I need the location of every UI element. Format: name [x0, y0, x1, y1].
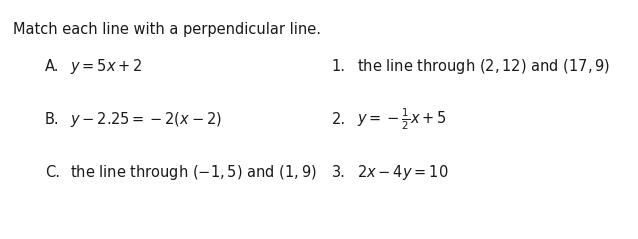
Text: $2x - 4y = 10$: $2x - 4y = 10$	[357, 163, 449, 182]
Text: 2.: 2.	[332, 112, 346, 127]
Text: $y - 2.25 = -2(x - 2)$: $y - 2.25 = -2(x - 2)$	[70, 110, 222, 129]
Text: 1.: 1.	[332, 60, 346, 74]
Text: A.: A.	[45, 60, 59, 74]
Text: B.: B.	[45, 112, 59, 127]
Text: Match each line with a perpendicular line.: Match each line with a perpendicular lin…	[13, 22, 321, 37]
Text: $y = -\frac{1}{2}x + 5$: $y = -\frac{1}{2}x + 5$	[357, 107, 447, 132]
Text: $y = 5x + 2$: $y = 5x + 2$	[70, 57, 143, 76]
Text: the line through $(2, 12)$ and $(17, 9)$: the line through $(2, 12)$ and $(17, 9)$	[357, 57, 611, 76]
Text: C.: C.	[45, 165, 60, 179]
Text: 3.: 3.	[332, 165, 346, 179]
Text: the line through $(-1, 5)$ and $(1, 9)$: the line through $(-1, 5)$ and $(1, 9)$	[70, 163, 317, 182]
